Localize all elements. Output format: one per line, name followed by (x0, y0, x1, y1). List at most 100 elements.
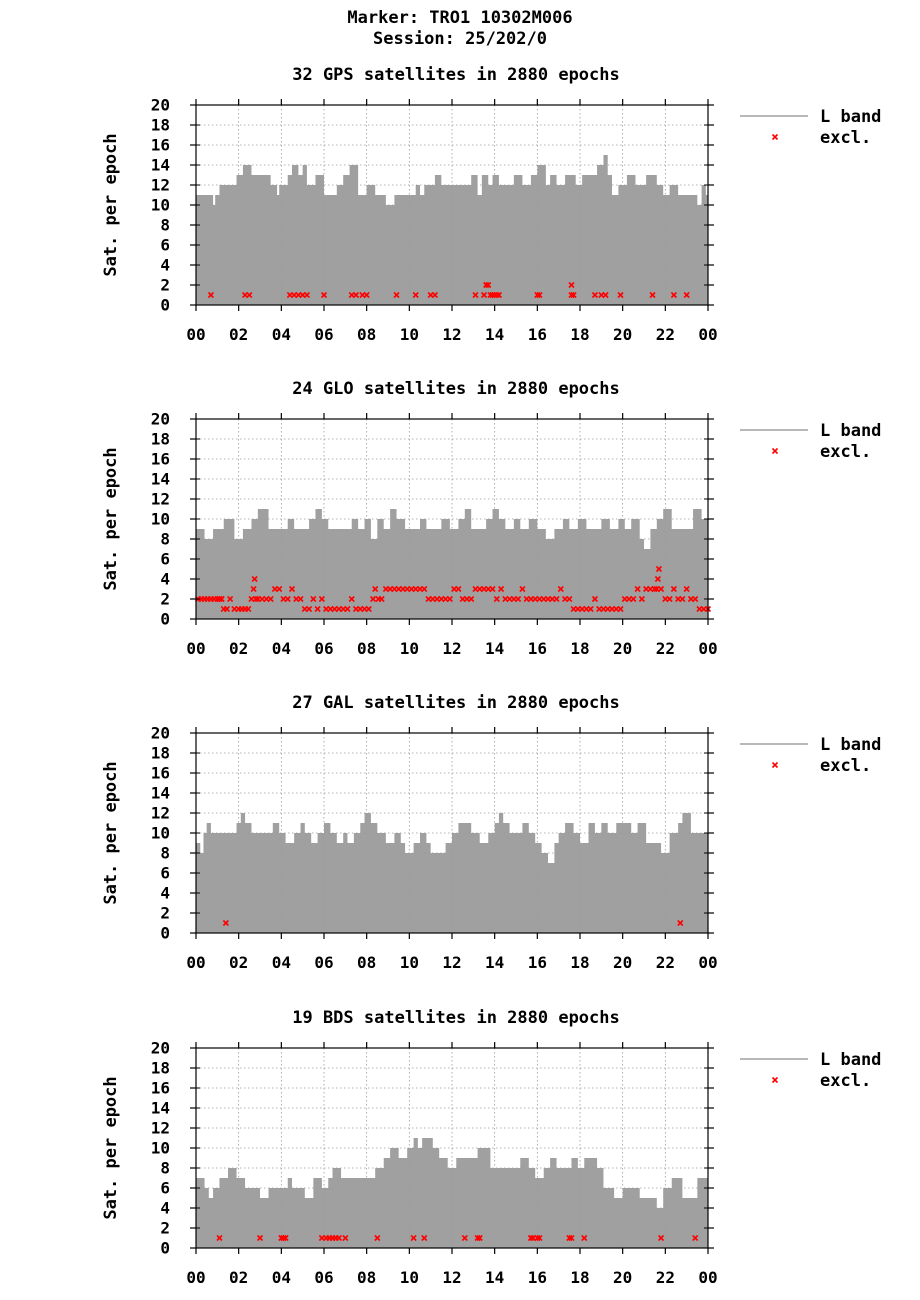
excl-marker (493, 291, 500, 299)
excl-marker (318, 595, 325, 603)
excl-marker (630, 595, 637, 603)
excl-marker (216, 595, 223, 603)
y-tick-label: 0 (160, 1239, 170, 1258)
excl-marker (455, 585, 462, 593)
excl-marker (557, 585, 564, 593)
excl-marker (587, 605, 594, 613)
x-tick-label: 04 (272, 953, 291, 972)
chart-panel: 27 GAL satellites in 2880 epochs02468101… (101, 693, 881, 972)
excl-marker (489, 585, 496, 593)
excl-marker (591, 291, 598, 299)
y-tick-label: 8 (160, 216, 170, 235)
excl-marker (617, 291, 624, 299)
y-tick-label: 12 (151, 1119, 170, 1138)
y-tick-label: 16 (151, 764, 170, 783)
x-tick-label: 12 (442, 1268, 461, 1287)
y-tick-label: 6 (160, 550, 170, 569)
legend-excl-label: excl. (820, 442, 871, 462)
x-tick-label: 00 (186, 325, 205, 344)
excl-marker (658, 585, 665, 593)
x-tick-label: 16 (528, 953, 547, 972)
excl-marker (568, 281, 575, 289)
x-tick-label: 02 (229, 639, 248, 658)
y-tick-label: 12 (151, 176, 170, 195)
excl-marker (692, 595, 699, 603)
y-tick-label: 10 (151, 510, 170, 529)
excl-marker (483, 281, 490, 289)
x-tick-label: 12 (442, 639, 461, 658)
excl-marker (393, 291, 400, 299)
x-tick-label: 10 (400, 1268, 419, 1287)
y-tick-label: 8 (160, 844, 170, 863)
x-tick-label: 08 (357, 1268, 376, 1287)
legend-band-label: L band (820, 421, 881, 441)
excl-marker (638, 595, 645, 603)
y-tick-label: 4 (160, 1199, 170, 1218)
excl-marker (207, 291, 214, 299)
x-tick-label: 00 (698, 953, 717, 972)
excl-marker (651, 585, 658, 593)
y-tick-label: 18 (151, 430, 170, 449)
x-tick-label: 14 (485, 1268, 504, 1287)
y-axis-label: Sat. per epoch (101, 761, 121, 904)
y-tick-label: 12 (151, 490, 170, 509)
excl-marker (223, 605, 230, 613)
x-tick-label: 12 (442, 325, 461, 344)
excl-marker (591, 595, 598, 603)
x-tick-label: 04 (272, 1268, 291, 1287)
excl-marker (245, 605, 252, 613)
y-tick-label: 6 (160, 236, 170, 255)
y-tick-label: 2 (160, 1219, 170, 1238)
y-tick-label: 2 (160, 590, 170, 609)
x-tick-label: 00 (698, 325, 717, 344)
excl-marker (485, 281, 492, 289)
legend-excl-label: excl. (820, 1071, 871, 1091)
excl-marker (480, 291, 488, 299)
excl-marker (284, 595, 291, 603)
y-tick-label: 20 (151, 1039, 170, 1058)
excl-marker (683, 585, 690, 593)
x-tick-label: 20 (613, 1268, 632, 1287)
excl-marker (498, 585, 505, 593)
excl-marker (310, 595, 317, 603)
excl-marker (335, 1234, 342, 1242)
x-tick-label: 04 (272, 639, 291, 658)
chart-title: 24 GLO satellites in 2880 epochs (292, 379, 620, 399)
y-tick-label: 12 (151, 804, 170, 823)
excl-marker (581, 1234, 588, 1242)
x-tick-label: 10 (400, 639, 419, 658)
excl-marker (658, 1234, 665, 1242)
chart-panel: 32 GPS satellites in 2880 epochs02468101… (101, 65, 881, 344)
x-tick-label: 22 (656, 325, 675, 344)
y-axis-label: Sat. per epoch (101, 1076, 121, 1219)
excl-marker (677, 919, 684, 927)
excl-marker (476, 1234, 483, 1242)
chart-title: 32 GPS satellites in 2880 epochs (292, 65, 620, 85)
excl-marker (352, 291, 360, 299)
excl-marker (519, 585, 526, 593)
y-tick-label: 4 (160, 884, 170, 903)
y-tick-label: 14 (151, 784, 170, 803)
x-tick-label: 22 (656, 639, 675, 658)
x-tick-label: 00 (186, 639, 205, 658)
excl-marker (461, 1234, 468, 1242)
excl-marker (468, 595, 475, 603)
excl-marker (348, 595, 355, 603)
y-tick-label: 18 (151, 116, 170, 135)
excl-marker (670, 585, 677, 593)
x-tick-label: 18 (570, 325, 589, 344)
excl-marker (256, 1234, 264, 1242)
excl-marker (654, 575, 661, 583)
y-tick-label: 8 (160, 1159, 170, 1178)
x-tick-label: 20 (613, 639, 632, 658)
excl-marker (306, 605, 313, 613)
excl-marker (342, 1234, 349, 1242)
excl-marker (566, 1234, 573, 1242)
y-tick-label: 14 (151, 470, 170, 489)
x-tick-label: 12 (442, 953, 461, 972)
excl-marker (314, 605, 321, 613)
x-tick-label: 08 (357, 953, 376, 972)
chart-panel: 19 BDS satellites in 2880 epochs02468101… (101, 1008, 881, 1287)
excl-marker (251, 575, 258, 583)
y-tick-label: 20 (151, 410, 170, 429)
